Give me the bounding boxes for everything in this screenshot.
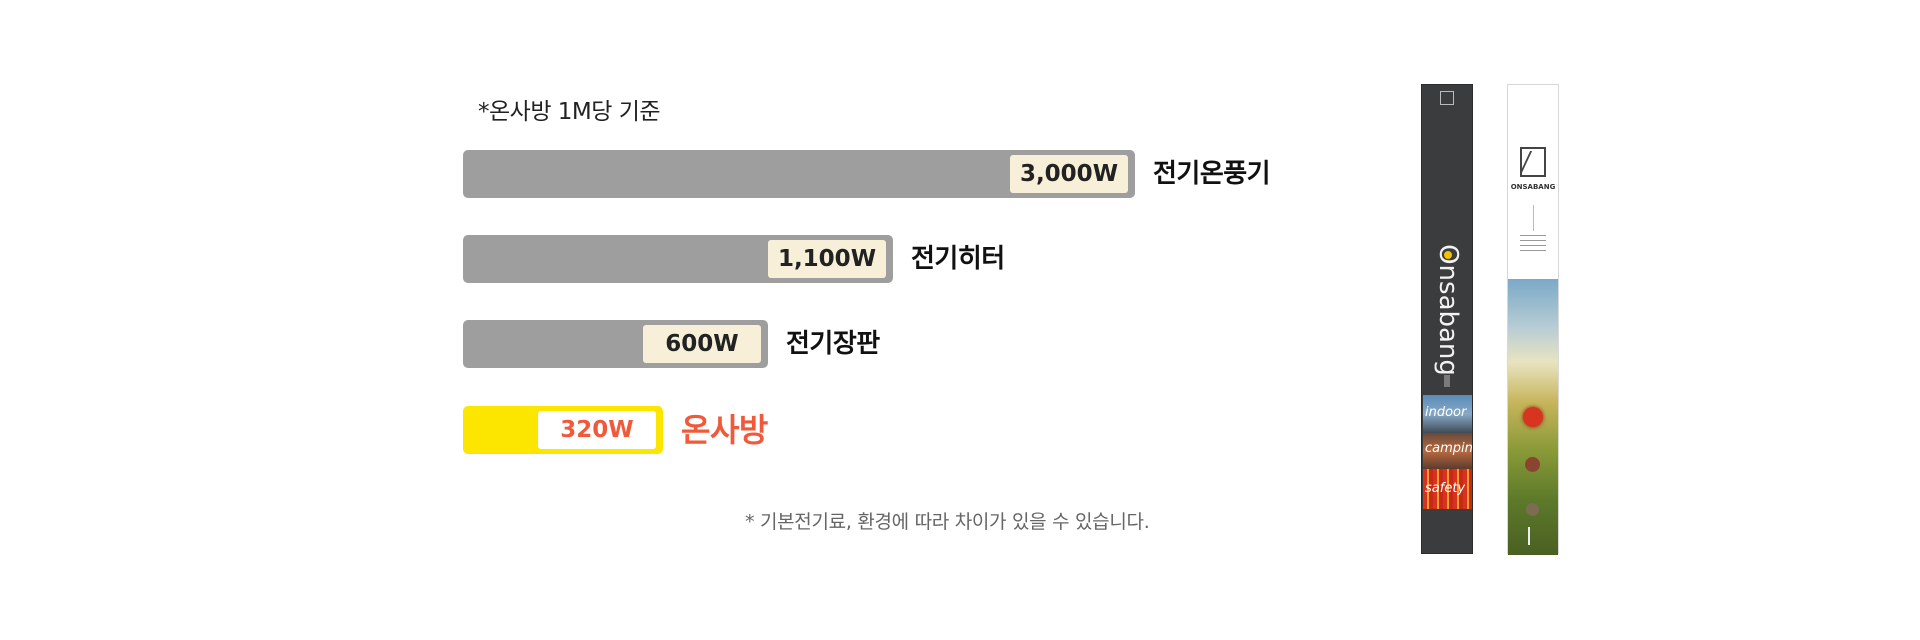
panel-safety: safety [1423, 469, 1472, 509]
product-image-light: ONSABANG [1507, 84, 1559, 555]
category-label: 온사방 [681, 411, 768, 449]
dark-stick-subtext [1444, 375, 1450, 387]
value-label: 600W [643, 325, 761, 363]
value-label: 3,000W [1010, 155, 1128, 193]
logo-dot-icon [1444, 251, 1452, 259]
basis-note: *온사방 1M당 기준 [478, 99, 661, 125]
panel-camping: camping [1423, 433, 1481, 469]
category-label: 전기장판 [786, 329, 880, 359]
round-icon [1525, 457, 1540, 472]
divider [1533, 205, 1534, 231]
product-image-dark: Onsabang indoor camping safety [1421, 84, 1481, 554]
bar: 3,000W [463, 150, 1135, 198]
heat-sun-icon [1523, 407, 1543, 427]
bar-highlight: 320W [463, 406, 663, 454]
brand-mark-icon [1520, 147, 1546, 177]
category-label: 전기히터 [911, 244, 1005, 274]
value-label: 320W [538, 411, 656, 449]
light-stick-brand: ONSABANG [1510, 183, 1556, 191]
panel-indoor: indoor [1423, 395, 1472, 433]
footnote: * 기본전기료, 환경에 따라 차이가 있을 수 있습니다. [745, 511, 1150, 533]
mini-logo-icon [1440, 91, 1454, 105]
round-icon-2 [1526, 503, 1539, 516]
value-label: 1,100W [768, 240, 886, 278]
k-mark-icon [1528, 527, 1540, 545]
light-stick-text-lines [1520, 235, 1546, 251]
category-label: 전기온풍기 [1153, 159, 1271, 189]
bar: 1,100W [463, 235, 893, 283]
dark-stick-logo: Onsabang [1433, 244, 1463, 376]
power-consumption-chart: 3,000W 전기온풍기 1,100W 전기히터 600W 전기장판 320W 온사방 [463, 150, 1271, 454]
bar: 600W [463, 320, 768, 368]
